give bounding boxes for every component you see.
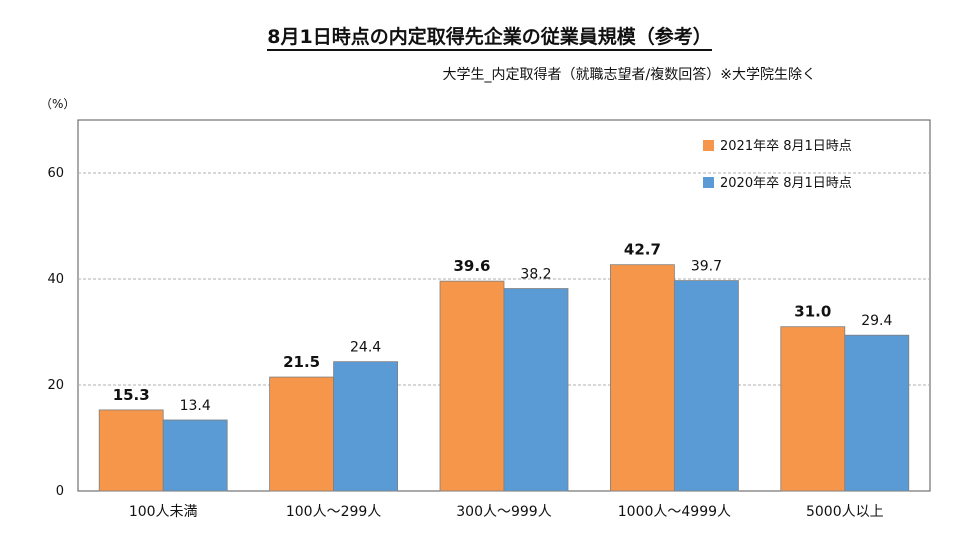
legend-swatch [703,140,714,151]
x-tick-label: 300人～999人 [456,504,551,520]
data-label: 15.3 [113,386,150,404]
data-label: 38.2 [520,267,551,283]
chart-subtitle: 大学生_内定取得者（就職志望者/複数回答）※大学院生除く [442,67,816,83]
data-label: 13.4 [180,398,211,414]
data-label: 21.5 [283,353,320,371]
bar-series1 [610,264,675,492]
data-label: 39.6 [453,257,490,275]
bar-series2 [503,288,569,492]
y-tick-label: 0 [56,484,64,499]
bar-series2 [162,419,228,492]
x-tick-label: 100人～299人 [286,504,381,520]
bar-series2 [333,361,399,492]
bar-series1 [98,409,164,492]
legend-label: 2020年卒 8月1日時点 [720,176,852,191]
y-axis-unit-label: （%） [40,97,76,111]
data-label: 31.0 [794,303,831,321]
x-tick-label: 1000人～4999人 [618,504,731,520]
y-tick-label: 60 [47,166,64,181]
bar-series1 [269,376,335,492]
data-label: 42.7 [624,241,661,259]
x-tick-label: 5000人以上 [806,504,884,520]
chart-title: 8月1日時点の内定取得先企業の従業員規模（参考） [0,22,979,51]
bar-series1 [439,280,505,492]
bar-series2 [674,280,739,492]
y-tick-label: 40 [47,272,64,287]
data-label: 24.4 [350,340,381,356]
x-tick-label: 100人未満 [129,504,198,520]
data-label: 29.4 [861,313,892,329]
y-tick-label: 20 [47,378,64,393]
legend-label: 2021年卒 8月1日時点 [720,139,852,154]
data-label: 39.7 [691,259,722,275]
bar-series1 [780,326,846,492]
legend-swatch [703,177,714,188]
bar-series2 [844,334,910,492]
